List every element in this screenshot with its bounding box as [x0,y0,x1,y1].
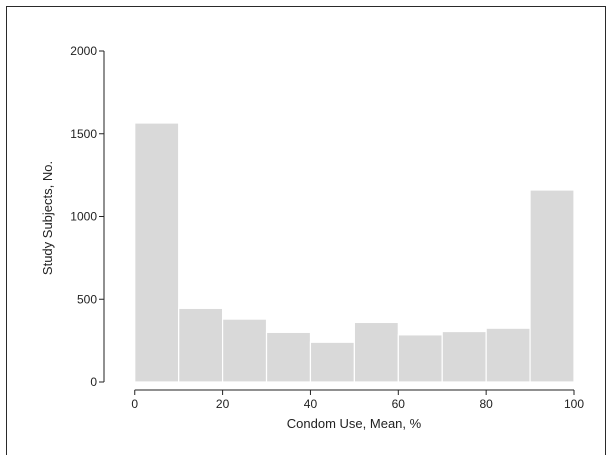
histogram-bar-0 [134,122,180,383]
histogram-bar-2 [221,318,268,383]
bars-group [134,122,575,383]
histogram-bar-4 [309,341,355,383]
y-tick-label-0: 0 [90,375,97,389]
x-tick-label-0: 0 [131,397,138,411]
axes-group: 0 500 1000 1500 2000 0 20 40 60 80 100 [70,44,584,411]
histogram-bar-5 [353,321,399,383]
y-tick-label-500: 500 [77,292,97,306]
x-tick-label-60: 60 [392,397,406,411]
x-tick-label-20: 20 [216,397,230,411]
histogram-bar-7 [441,330,487,383]
histogram-bar-8 [485,327,531,383]
x-tick-label-80: 80 [479,397,493,411]
histogram-bar-3 [265,331,312,383]
x-tick-label-40: 40 [304,397,318,411]
histogram-bar-9 [529,189,575,383]
y-tick-label-2000: 2000 [70,44,97,58]
y-axis-label: Study Subjects, No. [40,161,55,275]
x-tick-label-100: 100 [564,397,584,411]
x-axis-label: Condom Use, Mean, % [287,416,422,431]
y-tick-label-1000: 1000 [70,210,97,224]
histogram-bar-1 [178,307,224,383]
histogram-bar-6 [397,334,443,383]
y-tick-label-1500: 1500 [70,127,97,141]
